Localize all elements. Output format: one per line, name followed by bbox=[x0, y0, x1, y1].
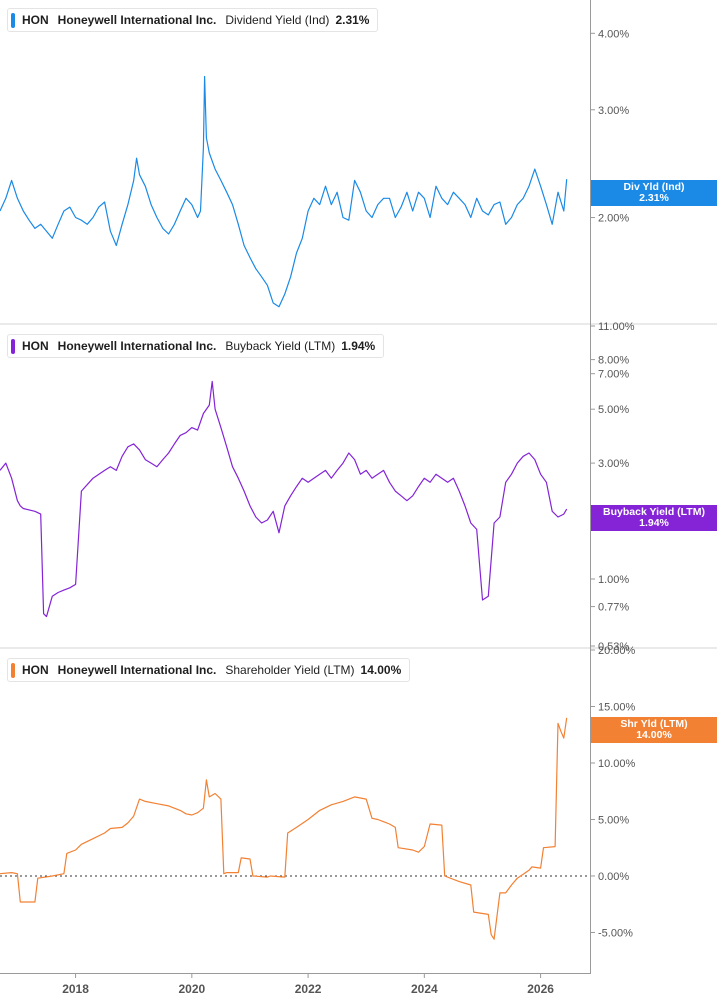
series-line-2-0 bbox=[0, 717, 568, 940]
x-tick-label: 2024 bbox=[411, 982, 438, 996]
legend-dividend-yield: HON Honeywell International Inc. Dividen… bbox=[7, 8, 379, 32]
legend-company: Honeywell International Inc. bbox=[57, 663, 217, 677]
y-tick-label: 4.00% bbox=[598, 28, 629, 40]
value-tag-value: 1.94% bbox=[639, 517, 669, 529]
legend-ticker: HON bbox=[22, 339, 49, 353]
y-tick-label: 1.00% bbox=[598, 574, 629, 586]
y-tick-label: 0.53% bbox=[598, 641, 629, 653]
series-line-1-0 bbox=[0, 380, 568, 618]
value-tag-label: Div Yld (Ind) bbox=[623, 181, 685, 193]
legend-metric: Shareholder Yield (LTM) bbox=[225, 663, 355, 677]
value-tag-value: 14.00% bbox=[636, 729, 672, 741]
y-tick-label: 15.00% bbox=[598, 701, 636, 713]
legend-metric: Buyback Yield (LTM) bbox=[225, 339, 336, 353]
y-tick-label: 5.00% bbox=[598, 814, 629, 826]
legend-company: Honeywell International Inc. bbox=[57, 339, 217, 353]
y-tick-label: -5.00% bbox=[598, 927, 633, 939]
legend-shareholder-yield: HON Honeywell International Inc. Shareho… bbox=[7, 658, 411, 682]
y-tick-label: 3.00% bbox=[598, 458, 629, 470]
y-tick-label: 8.00% bbox=[598, 355, 629, 367]
y-tick-label: 11.00% bbox=[598, 321, 635, 333]
legend-value: 14.00% bbox=[360, 663, 402, 677]
x-tick-label: 2026 bbox=[527, 982, 554, 996]
legend-value: 2.31% bbox=[335, 13, 370, 27]
value-tag-dividend: Div Yld (Ind) 2.31% bbox=[591, 180, 717, 206]
y-tick-label: 20.00% bbox=[598, 645, 636, 657]
y-tick-label: 0.77% bbox=[598, 602, 629, 614]
legend-ticker: HON bbox=[22, 663, 49, 677]
x-tick-label: 2020 bbox=[178, 982, 205, 996]
x-tick-label: 2022 bbox=[295, 982, 322, 996]
value-tag-buyback: Buyback Yield (LTM) 1.94% bbox=[591, 505, 717, 531]
series-line-0-0 bbox=[0, 75, 568, 308]
y-tick-label: 3.00% bbox=[598, 105, 629, 117]
x-tick-label: 2018 bbox=[62, 982, 89, 996]
value-tag-shareholder: Shr Yld (LTM) 14.00% bbox=[591, 717, 717, 743]
legend-swatch-buyback bbox=[11, 339, 15, 354]
legend-buyback-yield: HON Honeywell International Inc. Buyback… bbox=[7, 334, 385, 358]
legend-swatch-shareholder bbox=[11, 663, 15, 678]
y-tick-label: 0.00% bbox=[598, 871, 629, 883]
y-tick-label: 5.00% bbox=[598, 404, 629, 416]
y-tick-label: 10.00% bbox=[598, 758, 636, 770]
legend-metric: Dividend Yield (Ind) bbox=[225, 13, 330, 27]
legend-swatch-dividend bbox=[11, 13, 15, 28]
value-tag-label: Buyback Yield (LTM) bbox=[603, 506, 705, 518]
legend-ticker: HON bbox=[22, 13, 49, 27]
y-tick-label: 2.00% bbox=[598, 213, 629, 225]
legend-company: Honeywell International Inc. bbox=[57, 13, 217, 27]
value-tag-value: 2.31% bbox=[639, 192, 669, 204]
y-tick-label: 7.00% bbox=[598, 369, 629, 381]
value-tag-label: Shr Yld (LTM) bbox=[620, 718, 688, 730]
legend-value: 1.94% bbox=[341, 339, 376, 353]
